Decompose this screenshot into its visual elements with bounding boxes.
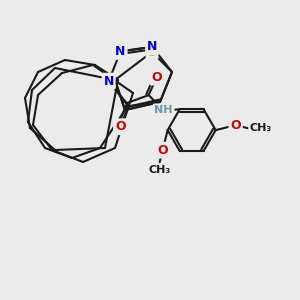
Text: N: N bbox=[116, 45, 126, 58]
Text: N: N bbox=[103, 75, 114, 88]
Text: N: N bbox=[147, 40, 158, 53]
Text: O: O bbox=[151, 70, 162, 84]
Text: O: O bbox=[115, 120, 126, 133]
Text: NH: NH bbox=[154, 105, 173, 115]
Text: CH₃: CH₃ bbox=[250, 123, 272, 133]
Text: O: O bbox=[157, 144, 168, 157]
Text: O: O bbox=[230, 118, 241, 132]
Text: S: S bbox=[148, 46, 157, 59]
Text: CH₃: CH₃ bbox=[148, 165, 171, 175]
